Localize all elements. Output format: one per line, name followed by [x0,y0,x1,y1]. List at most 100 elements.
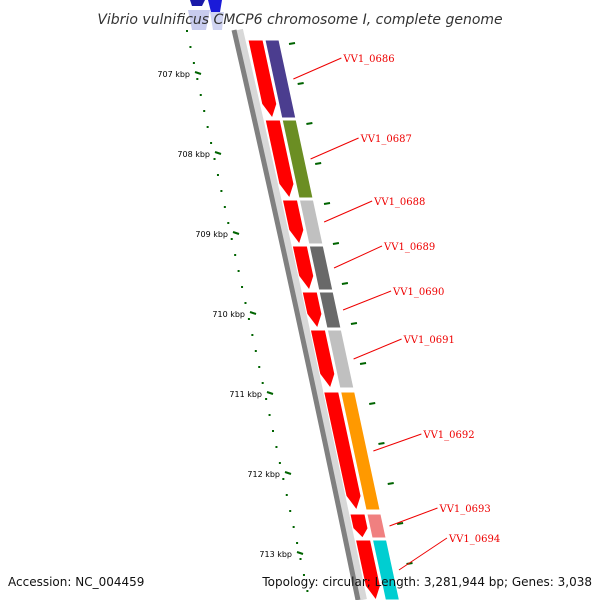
ruler-minor-tick [306,590,309,592]
cds-arrow [309,329,336,390]
ruler-label: 711 kbp [229,390,262,399]
ruler-minor-tick [189,46,192,48]
partial-feature-blue-2 [208,0,222,12]
ruler-minor-tick [275,446,278,448]
ruler-minor-tick [241,286,244,288]
ruler-minor-tick [278,462,281,464]
accession-text: Accession: NC_004459 [8,575,144,589]
gene-label-leader [310,137,359,160]
ruler-major-tick [284,471,292,475]
gene-label: VV1_0692 [422,430,474,441]
gene-label: VV1_0687 [360,134,412,145]
map-title: Vibrio vulnificus CMCP6 chromosome I, co… [97,12,502,28]
gene-track-tick [297,82,304,85]
gene-feature [318,291,342,329]
ruler-major-tick [296,551,304,555]
ruler-major-tick [214,151,222,155]
gene-label-leader [389,507,438,527]
gene-label-leader [398,537,448,571]
gene-label-leader [333,245,383,269]
ruler-label: 709 kbp [195,230,228,239]
ruler-minor-tick [186,30,188,32]
gene-track-tick [387,482,394,485]
partial-feature-blue [190,0,205,6]
ruler-minor-tick [261,382,264,384]
ruler-minor-tick [244,302,247,304]
gene-label: VV1_0694 [448,534,500,545]
ruler-minor-tick [282,478,285,480]
gene-label-leader [323,200,373,223]
ruler-minor-tick [206,126,209,128]
chromosome-backbone-shadow [233,28,367,600]
ruler-minor-tick [220,190,223,192]
ruler-minor-tick [268,414,271,416]
gene-label-leader [342,290,392,311]
gene-label: VV1_0686 [342,54,394,65]
gene-feature [298,199,324,245]
partial-feature-blue-light [188,10,210,30]
gene-feature [308,245,334,291]
ruler-minor-tick [289,510,292,512]
ruler-minor-tick [272,430,274,432]
ruler-minor-tick [199,94,202,96]
gene-track-tick [369,402,376,405]
ruler-minor-tick [265,398,268,400]
gene-track-tick [350,322,358,325]
top-partial-features [188,0,224,30]
ruler-label: 707 kbp [157,70,190,79]
ruler-minor-tick [192,62,195,64]
ruler-major-tick [194,71,202,75]
gene-label: VV1_0688 [373,197,425,208]
gene-feature [326,329,355,389]
gene-label-leader [373,433,422,452]
gene-track-tick [332,242,340,245]
ruler-minor-tick [299,558,302,560]
gene-feature [340,391,381,511]
cds-arrow [323,391,362,512]
ruler-minor-tick [254,350,257,352]
cds-arrow [281,199,305,246]
ruler-minor-tick [216,174,219,176]
gene-label: VV1_0689 [383,242,435,253]
gene-label: VV1_0690 [392,287,444,298]
gene-track-tick [323,202,331,205]
gene-track-tick [359,362,367,365]
gene-label-leader [353,338,402,360]
gene-feature [264,39,297,119]
cds-arrow [349,513,369,539]
ruler-major-tick [232,231,240,235]
ruler-label: 710 kbp [212,310,245,319]
gene-track-tick [315,162,322,165]
ruler-minor-tick [296,542,299,544]
cds-arrow [291,245,315,292]
ruler-label: 708 kbp [177,150,210,159]
ruler-minor-tick [210,142,213,144]
gene-track-tick [396,522,404,525]
ruler: 707 kbp 708 kbp 709 kbp 710 kbp 711 kbp 712 k… [157,30,413,592]
ruler-minor-tick [196,78,199,80]
ruler-label: 713 kbp [259,550,292,559]
ruler-minor-tick [237,270,240,272]
ruler-major-tick [249,311,257,315]
ruler-minor-tick [223,206,226,208]
gene-feature [371,539,400,600]
ruler-major-tick [266,391,274,395]
gene-feature [366,513,387,539]
ruler-minor-tick [285,494,288,496]
summary-text: Topology: circular; Length: 3,281,944 bp… [261,575,592,589]
gene-track-tick [341,282,349,285]
cds-arrow [354,539,381,600]
ruler-minor-tick [203,110,206,112]
ruler-minor-tick [247,318,250,320]
gene-feature [281,119,314,199]
cds-arrow [301,291,323,330]
ruler-minor-tick [292,526,295,528]
ruler-minor-tick [230,238,233,240]
gene-label-leader [293,57,342,80]
cds-arrow [247,39,278,120]
ruler-minor-tick [227,222,230,224]
gene-label: VV1_0691 [403,335,455,346]
ruler-minor-tick [251,334,254,336]
gene-track-tick [306,122,313,125]
